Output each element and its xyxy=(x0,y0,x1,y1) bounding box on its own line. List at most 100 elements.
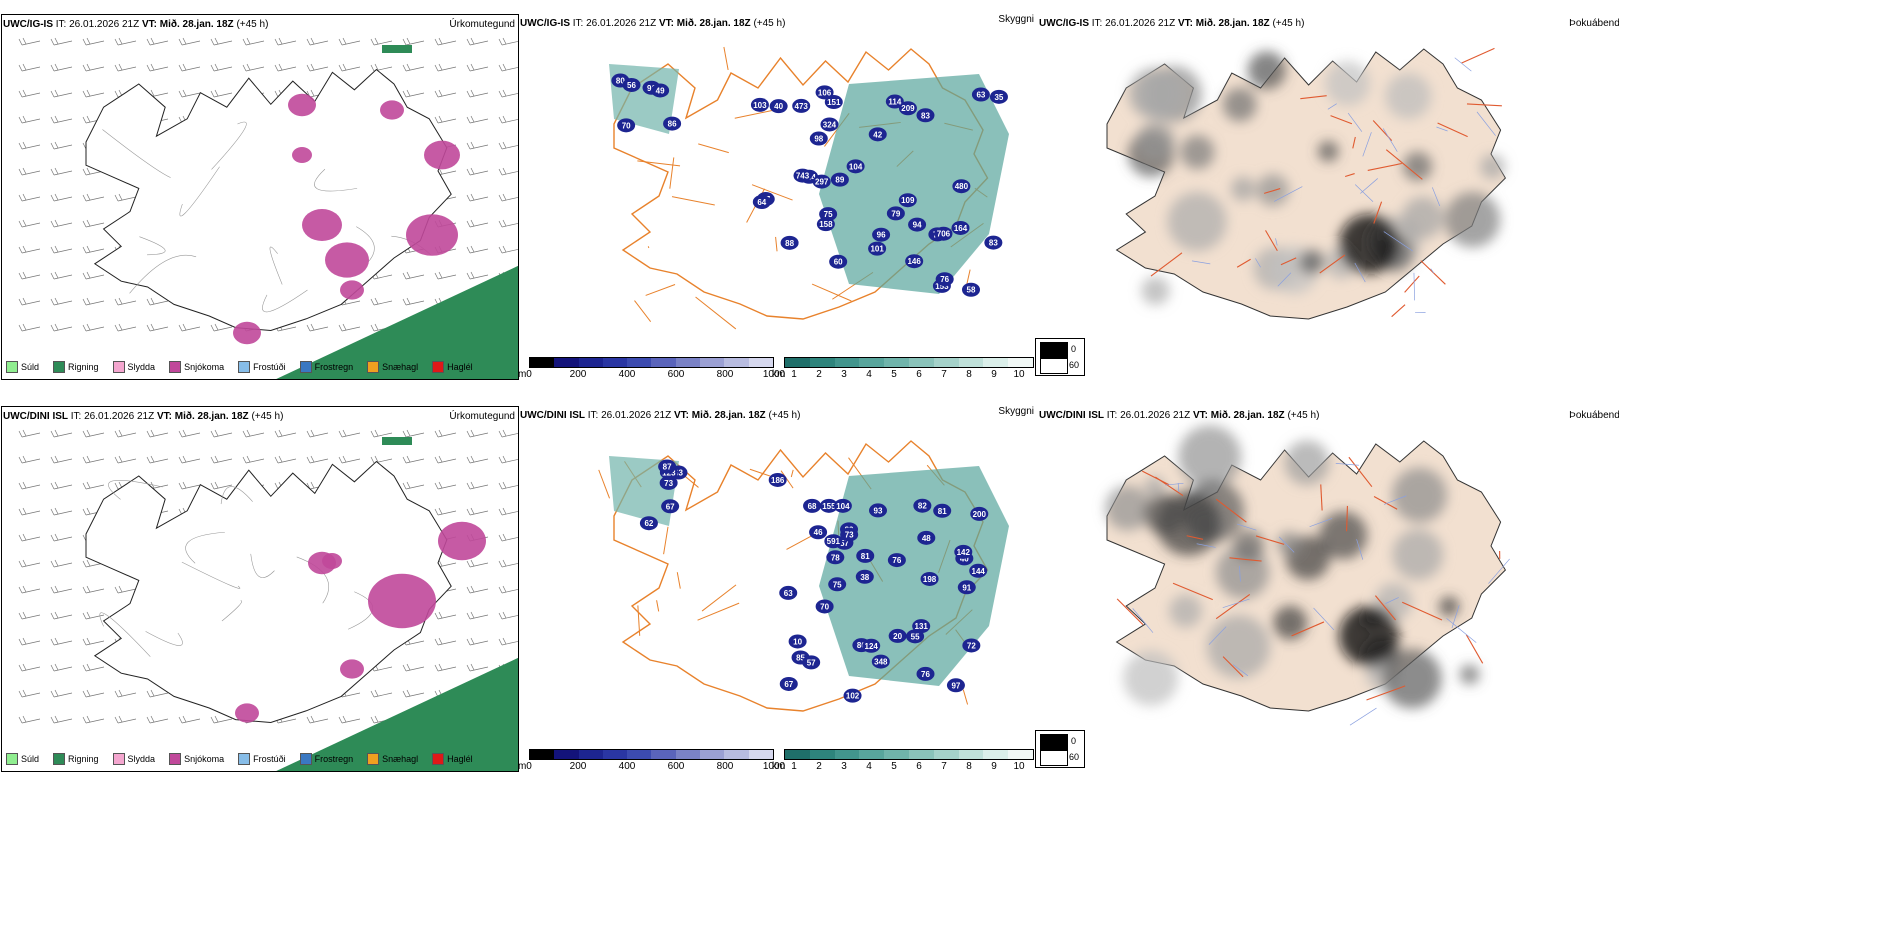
wind-barb-line xyxy=(434,115,457,124)
wind-barb xyxy=(178,429,201,438)
wind-barb xyxy=(434,481,457,490)
snow-area xyxy=(438,521,486,561)
river-line xyxy=(1222,598,1250,608)
wind-barb xyxy=(466,663,489,672)
wind-barb xyxy=(338,715,361,724)
wind-barb-line xyxy=(498,429,518,438)
legend-item-súld: Súld xyxy=(6,753,47,765)
wind-barb-line xyxy=(370,37,393,46)
visibility-value-label: 164 xyxy=(954,224,968,233)
panel-title: Þokuábendi xyxy=(1569,410,1619,421)
visibility-map: 8680914956705898153831581014276706109836… xyxy=(609,46,1009,330)
terrain-line xyxy=(179,166,220,217)
terrain-line xyxy=(99,612,151,657)
wind-barb-line xyxy=(50,455,73,464)
panel-header: UWC/IG-IS IT: 26.01.2026 21Z VT: Mið. 28… xyxy=(1039,18,1305,29)
colorbar-km-ticks: 1 2 3 4 5 6 7 8 9 10 xyxy=(784,760,1034,772)
fog-patch xyxy=(802,655,821,670)
wind-barb xyxy=(338,63,361,72)
wind-barb-line xyxy=(178,429,201,438)
river-line xyxy=(1436,126,1448,132)
fog-patch xyxy=(820,117,839,132)
wind-barb-line xyxy=(50,481,73,490)
wind-barb-line xyxy=(434,271,457,280)
wind-barb-line xyxy=(210,481,233,490)
visibility-value-label: 73 xyxy=(664,479,673,488)
wind-barb-line xyxy=(82,689,105,698)
river-line xyxy=(1354,262,1366,283)
wind-barb xyxy=(82,297,105,306)
road-line xyxy=(1437,122,1468,138)
wind-barb xyxy=(18,455,41,464)
rain-area xyxy=(382,437,412,445)
wind-barb xyxy=(402,37,425,46)
wind-barb-line xyxy=(434,63,457,72)
legend-label: Haglél xyxy=(447,754,473,764)
fog-patch xyxy=(828,577,847,592)
wind-barb-line xyxy=(274,455,297,464)
road-line xyxy=(698,143,729,154)
colorbar-segment xyxy=(908,750,934,759)
colorbar-segment xyxy=(602,750,628,759)
road-line xyxy=(749,468,771,477)
visibility-value-label: 70 xyxy=(820,602,829,611)
visibility-value-label: 42 xyxy=(873,130,882,139)
rain-area xyxy=(276,265,518,379)
wind-barb-line xyxy=(466,167,489,176)
wind-barb xyxy=(466,141,489,150)
road-line xyxy=(790,469,794,478)
fog-patch xyxy=(886,206,905,221)
road-line xyxy=(676,572,681,589)
visibility-value-label: 38 xyxy=(860,573,869,582)
legend-swatch xyxy=(432,753,445,765)
fog-patch xyxy=(658,459,677,474)
fog-patch xyxy=(869,503,888,518)
wind-barb-line xyxy=(274,37,297,46)
river-line xyxy=(1488,558,1510,584)
wind-barb xyxy=(402,63,425,72)
wind-barb xyxy=(50,271,73,280)
wind-barb xyxy=(82,219,105,228)
visibility-value-label: 743 xyxy=(796,172,810,181)
precip-legend: Súld Rigning Slydda Snjókoma Frostúði Frostre… xyxy=(6,361,481,373)
panel-title: Úrkomutegund xyxy=(449,411,515,422)
wind-barb-line xyxy=(466,637,489,646)
road-line xyxy=(1186,535,1204,540)
wind-barb-line xyxy=(50,245,73,254)
wind-barb-line xyxy=(18,429,41,438)
legend-label: Haglél xyxy=(447,362,473,372)
wind-barb xyxy=(498,455,518,464)
colorbar-km-unit: km xyxy=(772,761,786,772)
visibility-value-label: 73 xyxy=(845,531,854,540)
wind-barb-line xyxy=(114,689,137,698)
fog-patch xyxy=(885,94,904,109)
colorbar-segment xyxy=(530,750,555,759)
colorbar-tick-label: 3 xyxy=(841,369,847,380)
road-line xyxy=(1352,136,1356,149)
wind-barb-line xyxy=(498,559,518,568)
wind-barb-line xyxy=(18,663,41,672)
wind-barb-line xyxy=(402,429,425,438)
river-line xyxy=(1232,664,1249,677)
wind-barb-line xyxy=(210,715,233,724)
visibility-value-label: 591 xyxy=(827,537,841,546)
road-line xyxy=(598,469,610,499)
fog-patch xyxy=(752,194,771,209)
river-line xyxy=(1335,463,1359,466)
wind-barb-line xyxy=(210,455,233,464)
wind-barb-line xyxy=(338,37,361,46)
wind-barb xyxy=(114,585,137,594)
wind-barb xyxy=(274,37,297,46)
river-line xyxy=(1382,128,1398,152)
wind-barb xyxy=(18,167,41,176)
wind-barb xyxy=(498,37,518,46)
fog-patch xyxy=(622,77,641,92)
wind-barb-line xyxy=(114,37,137,46)
wind-barb xyxy=(498,611,518,620)
river-line xyxy=(1237,523,1257,531)
wind-barb xyxy=(178,323,201,332)
legend-swatch xyxy=(238,361,251,373)
fog-blob xyxy=(1339,214,1399,274)
fog-blob xyxy=(1325,61,1371,106)
visibility-value-label: 79 xyxy=(891,209,900,218)
